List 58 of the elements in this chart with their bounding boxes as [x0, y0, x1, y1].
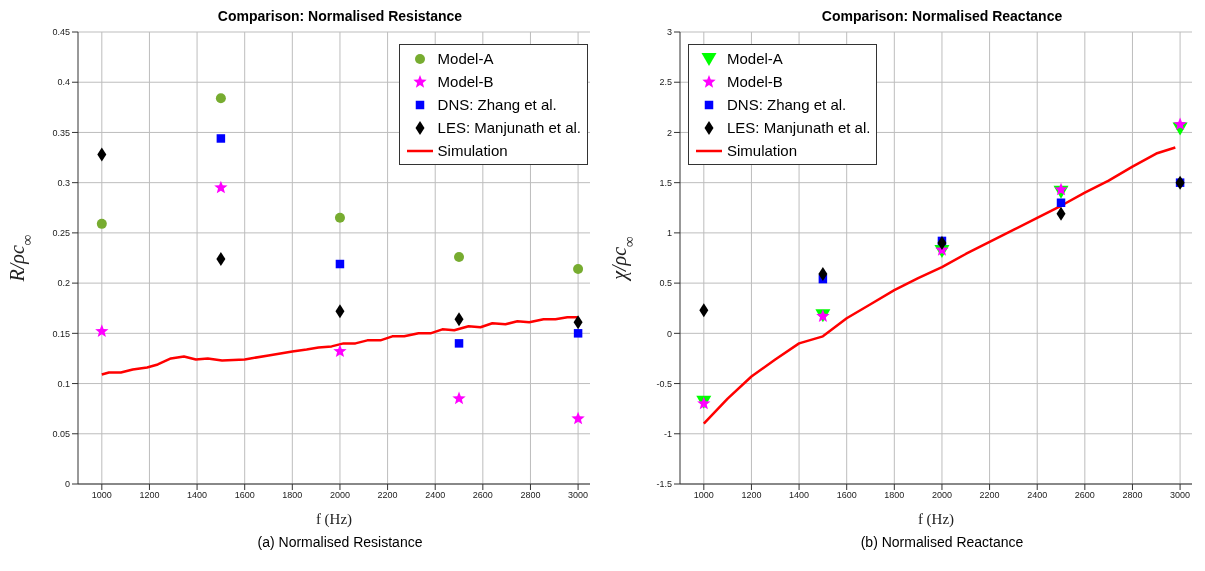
y-tick-label: 0 [64, 479, 70, 490]
x-axis-title: f (Hz) [917, 511, 955, 528]
text: (b) Normalised Reactance [859, 534, 1025, 550]
x-tick-label: 3000 [1170, 490, 1191, 501]
x-tick-label: 2000 [931, 490, 952, 501]
x-tick-label: 2000 [329, 490, 350, 501]
y-tick-label: -1.5 [656, 479, 672, 490]
y-tick-label: -0.5 [656, 378, 672, 389]
x-tick-label: 1000 [91, 490, 112, 501]
y-tick-label: 0.3 [57, 177, 70, 188]
y-tick-label: 2 [666, 127, 672, 138]
y-tick-label: 0 [666, 328, 672, 339]
chart-title: Comparison: Normalised Resistance [216, 8, 464, 26]
legend-label: LES: Manjunath et al. [727, 119, 871, 136]
legend-label: Model-A [437, 50, 494, 67]
x-tick-label: 3000 [568, 490, 589, 501]
x-tick-label: 1600 [234, 490, 255, 501]
legend-label: DNS: Zhang et al. [437, 96, 557, 113]
y-tick-label: 0.15 [52, 328, 70, 339]
chart-title: Comparison: Normalised Reactance [820, 8, 1064, 26]
y-tick-label: 2.5 [659, 77, 672, 88]
y-tick-label: -1 [663, 428, 672, 439]
x-tick-label: 2200 [979, 490, 1000, 501]
y-tick-label: 0.5 [659, 278, 672, 289]
x-tick-label: 2600 [1074, 490, 1095, 501]
x-tick-label: 2600 [472, 490, 493, 501]
x-tick-label: 2800 [1122, 490, 1143, 501]
x-tick-label: 1800 [282, 490, 303, 501]
y-tick-label: 1.5 [659, 177, 672, 188]
x-tick-label: 1600 [836, 490, 857, 501]
y-tick-label: 1 [666, 228, 672, 239]
legend-label: Model-A [727, 50, 783, 67]
y-tick-label: 0.35 [52, 127, 70, 138]
legend-label: Model-B [727, 73, 783, 90]
x-tick-label: 2400 [425, 490, 446, 501]
y-tick-label: 3 [666, 27, 672, 38]
legend-label: LES: Manjunath et al. [437, 119, 581, 136]
legend-label: DNS: Zhang et al. [727, 96, 847, 113]
x-tick-label: 1000 [693, 490, 714, 501]
y-tick-label: 0.1 [57, 378, 70, 389]
x-tick-label: 2400 [1027, 490, 1048, 501]
x-tick-label: 1800 [884, 490, 905, 501]
x-tick-label: 2200 [377, 490, 398, 501]
x-tick-label: 1200 [741, 490, 762, 501]
y-tick-label: 0.25 [52, 228, 70, 239]
x-tick-label: 1400 [789, 490, 810, 501]
y-tick-label: 0.05 [52, 428, 70, 439]
legend-label: Model-B [437, 73, 494, 90]
y-tick-label: 0.45 [52, 27, 70, 38]
x-tick-label: 1400 [187, 490, 208, 501]
x-tick-label: 2800 [520, 490, 541, 501]
legend-label: Simulation [437, 142, 508, 159]
x-tick-label: 1200 [139, 490, 160, 501]
legend-label: Simulation [727, 142, 798, 159]
x-axis-title: f (Hz) [315, 511, 353, 528]
y-tick-label: 0.2 [57, 278, 70, 289]
text: (a) Normalised Resistance [256, 534, 424, 550]
y-tick-label: 0.4 [57, 77, 70, 88]
